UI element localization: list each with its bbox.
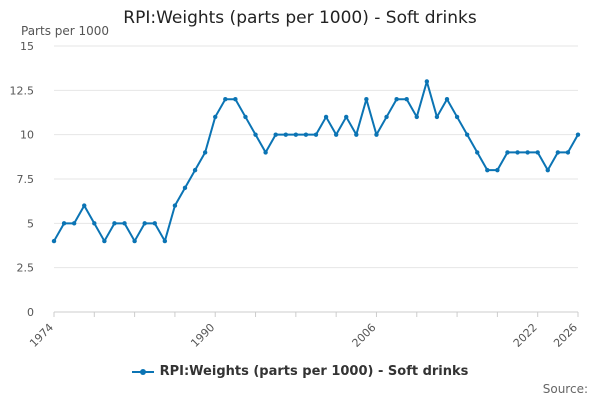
data-point: [323, 114, 329, 120]
data-point: [485, 167, 490, 173]
legend-swatch-icon: [131, 368, 154, 375]
data-point: [515, 150, 520, 155]
y-tick-label: 10: [20, 129, 34, 142]
source-label: Source:: [542, 382, 588, 396]
data-point: [283, 132, 288, 137]
data-point: [384, 114, 389, 120]
chart-title: RPI:Weights (parts per 1000) - Soft drin…: [123, 8, 477, 28]
data-point: [394, 97, 399, 102]
data-point: [253, 132, 258, 137]
data-point: [575, 132, 581, 137]
data-point: [424, 79, 430, 84]
data-point: [273, 132, 278, 137]
data-point: [313, 132, 319, 137]
data-point: [102, 238, 107, 244]
y-tick-label: 15: [20, 40, 34, 53]
data-point: [263, 150, 268, 155]
data-point: [414, 114, 419, 120]
y-tick-label: 2.5: [17, 262, 35, 275]
data-point: [555, 150, 561, 155]
y-tick-label: 7.5: [17, 173, 35, 186]
data-point: [344, 114, 349, 120]
x-tick-label: 2006: [350, 321, 379, 350]
data-point: [213, 114, 218, 120]
data-point: [82, 203, 87, 208]
data-point: [192, 167, 198, 173]
x-tick-label: 2022: [511, 321, 540, 350]
data-point: [444, 97, 450, 102]
data-point: [61, 221, 67, 226]
legend[interactable]: RPI:Weights (parts per 1000) - Soft drin…: [0, 364, 600, 379]
x-tick-label: 2026: [551, 321, 580, 350]
y-tick-label: 12.5: [10, 84, 35, 97]
data-point: [364, 97, 369, 102]
data-point: [172, 203, 178, 208]
data-point: [454, 114, 460, 120]
y-tick-label: 5: [27, 217, 34, 230]
data-point: [495, 167, 500, 173]
data-point: [545, 167, 550, 173]
data-point: [525, 150, 530, 155]
series-line: [53, 80, 579, 243]
data-point: [505, 150, 510, 155]
data-point: [112, 221, 117, 226]
data-point: [233, 97, 238, 102]
data-point: [404, 97, 409, 102]
data-point: [122, 221, 127, 226]
y-tick-label: 0: [27, 306, 34, 319]
data-point: [243, 114, 248, 120]
data-point: [223, 97, 228, 102]
x-tick-label: 1974: [27, 321, 56, 350]
legend-label: RPI:Weights (parts per 1000) - Soft drin…: [159, 364, 469, 379]
data-point: [333, 132, 339, 137]
data-point: [374, 132, 379, 137]
data-point: [51, 238, 57, 244]
data-point: [293, 132, 299, 137]
data-point: [202, 150, 208, 155]
data-point: [535, 150, 540, 155]
data-point: [434, 114, 440, 120]
data-point: [565, 150, 571, 155]
data-point: [152, 221, 157, 226]
data-point: [303, 132, 309, 137]
data-point: [354, 132, 359, 137]
x-tick-label: 1990: [188, 321, 217, 350]
data-point: [92, 221, 97, 226]
data-point: [475, 150, 480, 155]
data-point: [132, 238, 137, 244]
data-point: [464, 132, 470, 137]
y-axis-label: Parts per 1000: [21, 24, 110, 38]
data-point: [182, 185, 188, 191]
data-point: [142, 221, 147, 226]
data-point: [162, 238, 168, 244]
data-point: [71, 221, 77, 226]
